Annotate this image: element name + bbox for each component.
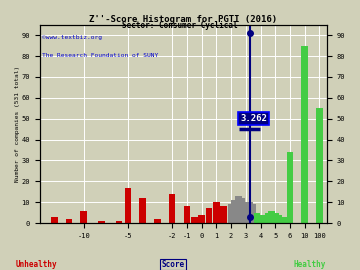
Bar: [154, 219, 161, 223]
Bar: [206, 208, 212, 223]
Text: Unhealthy: Unhealthy: [15, 260, 57, 269]
Bar: [198, 215, 205, 223]
Bar: [261, 215, 267, 223]
Bar: [213, 202, 220, 223]
Bar: [191, 217, 198, 223]
Bar: [246, 202, 253, 223]
Text: 3.262: 3.262: [240, 114, 267, 123]
Bar: [272, 213, 279, 223]
Bar: [184, 206, 190, 223]
Bar: [66, 219, 72, 223]
Bar: [257, 215, 264, 223]
Bar: [228, 204, 234, 223]
Bar: [265, 213, 271, 223]
Bar: [235, 196, 242, 223]
Text: Score: Score: [161, 260, 184, 269]
Bar: [279, 217, 286, 223]
Bar: [81, 211, 87, 223]
Bar: [268, 211, 275, 223]
Bar: [169, 194, 175, 223]
Text: Sector: Consumer Cyclical: Sector: Consumer Cyclical: [122, 21, 238, 30]
Text: ©www.textbiz.org: ©www.textbiz.org: [42, 35, 103, 40]
Bar: [98, 221, 105, 223]
Bar: [250, 204, 256, 223]
Bar: [139, 198, 146, 223]
Bar: [301, 46, 308, 223]
Bar: [239, 198, 246, 223]
Bar: [51, 217, 58, 223]
Title: Z''-Score Histogram for PGTI (2016): Z''-Score Histogram for PGTI (2016): [89, 15, 277, 24]
Text: The Research Foundation of SUNY: The Research Foundation of SUNY: [42, 52, 159, 58]
Bar: [287, 152, 293, 223]
Bar: [316, 108, 323, 223]
Bar: [276, 215, 282, 223]
Bar: [283, 217, 289, 223]
Bar: [220, 206, 227, 223]
Bar: [243, 202, 249, 223]
Bar: [231, 200, 238, 223]
Text: Healthy: Healthy: [293, 260, 326, 269]
Bar: [253, 213, 260, 223]
Bar: [116, 221, 122, 223]
Bar: [125, 188, 131, 223]
Y-axis label: Number of companies (531 total): Number of companies (531 total): [15, 66, 20, 182]
